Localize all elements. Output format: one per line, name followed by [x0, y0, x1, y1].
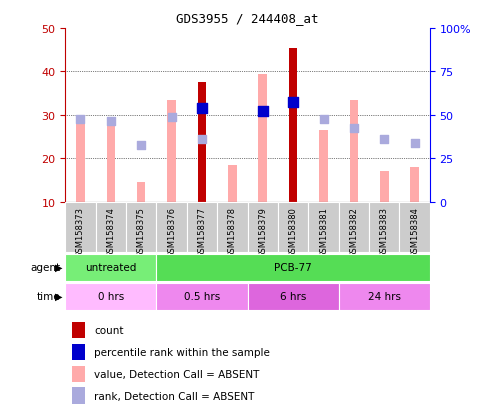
Bar — [319, 131, 328, 202]
Point — [411, 140, 419, 147]
Text: GSM158375: GSM158375 — [137, 206, 146, 257]
Text: count: count — [94, 325, 124, 335]
FancyBboxPatch shape — [248, 283, 339, 310]
FancyBboxPatch shape — [156, 254, 430, 281]
Bar — [72, 366, 85, 382]
FancyBboxPatch shape — [399, 202, 430, 252]
Point — [381, 136, 388, 143]
FancyBboxPatch shape — [278, 202, 308, 252]
Text: percentile rank within the sample: percentile rank within the sample — [94, 347, 270, 357]
FancyBboxPatch shape — [96, 202, 126, 252]
Point — [320, 116, 327, 123]
Text: value, Detection Call = ABSENT: value, Detection Call = ABSENT — [94, 369, 260, 379]
Text: rank, Detection Call = ABSENT: rank, Detection Call = ABSENT — [94, 391, 255, 401]
Text: GSM158383: GSM158383 — [380, 206, 389, 257]
Text: untreated: untreated — [85, 262, 137, 273]
FancyBboxPatch shape — [248, 202, 278, 252]
Bar — [350, 100, 358, 202]
Point — [259, 108, 267, 114]
Point — [107, 119, 114, 126]
Point — [76, 116, 84, 123]
Point — [289, 99, 297, 106]
Bar — [76, 120, 85, 202]
FancyBboxPatch shape — [369, 202, 399, 252]
Point — [198, 106, 206, 112]
Text: GSM158373: GSM158373 — [76, 206, 85, 257]
FancyBboxPatch shape — [308, 202, 339, 252]
Text: GSM158378: GSM158378 — [228, 206, 237, 257]
FancyBboxPatch shape — [339, 283, 430, 310]
Point — [137, 143, 145, 150]
Bar — [228, 166, 237, 202]
FancyBboxPatch shape — [65, 283, 156, 310]
Point — [259, 108, 267, 114]
FancyBboxPatch shape — [156, 283, 248, 310]
Text: 24 hrs: 24 hrs — [368, 291, 401, 301]
FancyBboxPatch shape — [65, 202, 96, 252]
Bar — [72, 387, 85, 404]
Text: GSM158381: GSM158381 — [319, 206, 328, 257]
Text: GSM158376: GSM158376 — [167, 206, 176, 257]
Bar — [380, 172, 388, 202]
Text: ▶: ▶ — [55, 291, 63, 301]
Bar — [137, 183, 145, 202]
FancyBboxPatch shape — [187, 202, 217, 252]
Bar — [72, 322, 85, 338]
Point — [350, 125, 358, 132]
FancyBboxPatch shape — [156, 202, 187, 252]
Text: GDS3955 / 244408_at: GDS3955 / 244408_at — [176, 12, 319, 25]
Text: ▶: ▶ — [55, 262, 63, 273]
Bar — [107, 120, 115, 202]
Text: GSM158377: GSM158377 — [198, 206, 206, 257]
Bar — [411, 168, 419, 202]
Text: time: time — [37, 291, 60, 301]
Bar — [198, 83, 206, 202]
Point — [168, 114, 175, 121]
Text: GSM158384: GSM158384 — [410, 206, 419, 257]
Text: agent: agent — [30, 262, 60, 273]
Bar — [72, 344, 85, 360]
FancyBboxPatch shape — [126, 202, 156, 252]
Text: GSM158380: GSM158380 — [289, 206, 298, 257]
FancyBboxPatch shape — [217, 202, 248, 252]
Text: GSM158379: GSM158379 — [258, 206, 267, 257]
FancyBboxPatch shape — [339, 202, 369, 252]
Point — [198, 136, 206, 143]
Text: GSM158374: GSM158374 — [106, 206, 115, 257]
Bar — [167, 100, 176, 202]
Text: GSM158382: GSM158382 — [349, 206, 358, 257]
Bar — [289, 48, 298, 202]
Text: 6 hrs: 6 hrs — [280, 291, 306, 301]
Bar — [258, 74, 267, 202]
Text: 0.5 hrs: 0.5 hrs — [184, 291, 220, 301]
FancyBboxPatch shape — [65, 254, 156, 281]
Text: 0 hrs: 0 hrs — [98, 291, 124, 301]
Text: PCB-77: PCB-77 — [274, 262, 312, 273]
